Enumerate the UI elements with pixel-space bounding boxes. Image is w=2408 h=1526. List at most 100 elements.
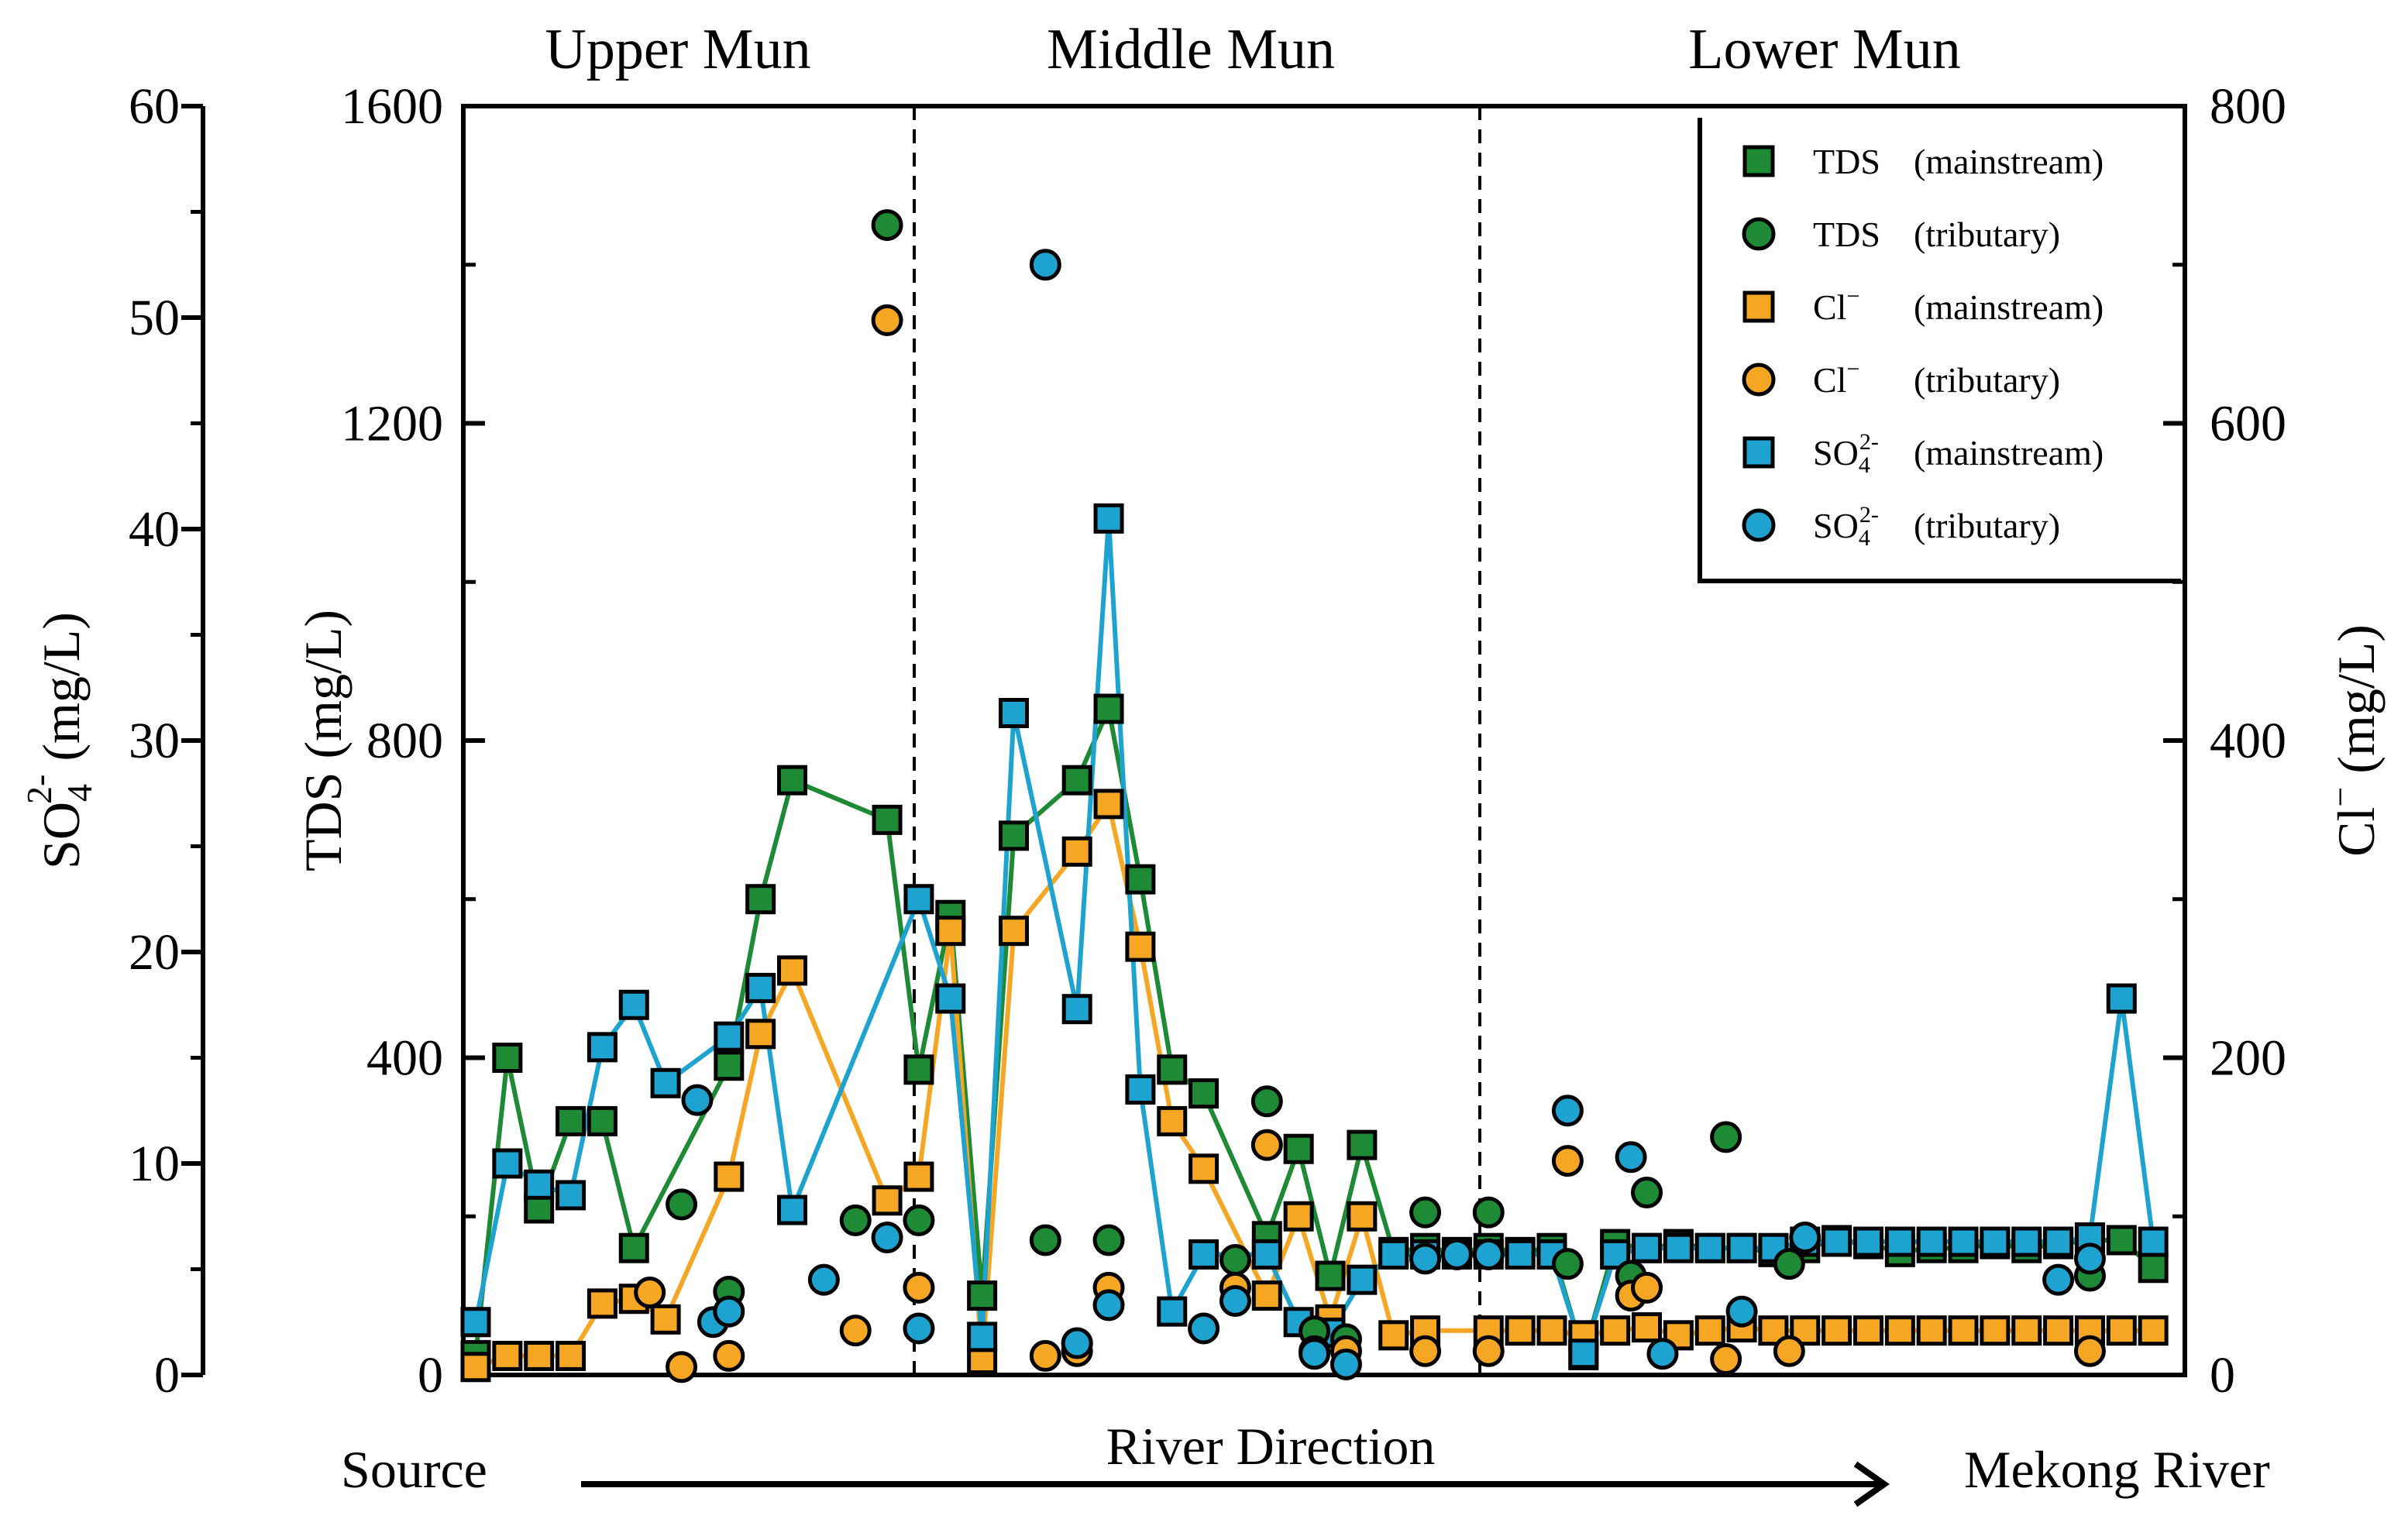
data-point-circle: [1409, 1242, 1442, 1275]
so4-tick-label: 0: [154, 1347, 180, 1404]
so4-ticks: 0 10 20 30 40 50 60: [129, 78, 203, 1404]
data-point-square: [998, 916, 1029, 947]
legend-marker-square: [1742, 290, 1775, 323]
tds-ticks: 0 400 800 1200 1600: [341, 78, 485, 1404]
data-point-square: [935, 916, 966, 947]
data-point-square: [2138, 1315, 2169, 1346]
data-point-square: [2011, 1315, 2042, 1346]
data-point-circle: [1409, 1335, 1442, 1367]
data-point-square: [1157, 1296, 1188, 1327]
data-point-square: [967, 1280, 998, 1311]
data-point-square: [2138, 1226, 2169, 1257]
data-point-square: [524, 1169, 555, 1200]
so4-tick-label: 50: [129, 290, 180, 346]
data-point-square: [714, 1050, 745, 1081]
data-point-circle: [903, 1271, 935, 1304]
data-point-square: [777, 1194, 808, 1225]
data-point-circle: [666, 1188, 698, 1221]
data-point-circle: [871, 209, 903, 242]
data-point-circle: [1472, 1196, 1505, 1229]
data-point-square: [1632, 1312, 1663, 1343]
data-point-circle: [666, 1351, 698, 1383]
data-point-circle: [1092, 1289, 1125, 1322]
data-point-circle: [681, 1084, 714, 1116]
data-point-square: [1283, 1133, 1314, 1164]
data-point-square: [1283, 1201, 1314, 1232]
data-point-square: [1347, 1129, 1378, 1160]
data-point-square: [1189, 1153, 1219, 1184]
region-label-upper: Upper Mun: [545, 18, 810, 81]
so4-tick-label: 40: [129, 501, 180, 558]
data-point-circle: [839, 1315, 872, 1347]
data-point-square: [1884, 1226, 1915, 1257]
data-point-square: [1347, 1201, 1378, 1232]
tds-tick-label: 0: [418, 1347, 443, 1404]
cl-tick-label: 400: [2210, 713, 2286, 769]
legend-marker-square: [1742, 145, 1775, 177]
data-point-square: [1061, 994, 1092, 1025]
data-point-square: [998, 698, 1029, 729]
legend-marker-square: [1742, 436, 1775, 469]
legend-label: SO42- (mainstream): [1813, 429, 2104, 478]
data-point-circle: [2073, 1335, 2106, 1367]
x-end-label: Mekong River: [1964, 1440, 2270, 1499]
data-point-circle: [871, 304, 903, 336]
data-point-square: [1125, 931, 1156, 962]
data-point-square: [1347, 1264, 1378, 1295]
data-point-circle: [1219, 1244, 1251, 1277]
data-point-circle: [1789, 1222, 1821, 1254]
data-point-circle: [807, 1263, 840, 1296]
data-point-square: [1251, 1239, 1282, 1270]
data-point-square: [1663, 1232, 1694, 1263]
data-point-square: [1694, 1315, 1725, 1346]
data-point-circle: [903, 1204, 935, 1236]
data-point-square: [1600, 1315, 1631, 1346]
data-point-circle: [1299, 1338, 1331, 1370]
data-point-square: [1251, 1280, 1282, 1311]
data-point-square: [1758, 1232, 1789, 1263]
data-point-square: [1505, 1315, 1536, 1346]
data-point-square: [460, 1307, 491, 1338]
cl-axis-title: Cl− (mg/L): [2320, 624, 2386, 857]
data-point-square: [714, 1161, 745, 1192]
data-point-square: [1821, 1315, 1852, 1346]
cl-ticks: 0 200 400 600 800: [2163, 78, 2286, 1404]
data-point-square: [872, 804, 903, 835]
data-point-square: [1884, 1315, 1915, 1346]
data-point-circle: [1029, 1224, 1061, 1256]
data-point-square: [745, 884, 776, 915]
data-point-circle: [1472, 1335, 1505, 1367]
data-point-circle: [1029, 1339, 1061, 1372]
data-point-square: [2011, 1226, 2042, 1257]
data-point-square: [650, 1304, 681, 1335]
data-point-circle: [1440, 1238, 1473, 1270]
data-point-square: [1125, 864, 1156, 895]
series-points: [460, 209, 2169, 1383]
data-point-circle: [2042, 1263, 2075, 1296]
data-point-circle: [1646, 1338, 1679, 1370]
legend-marker-circle: [1742, 363, 1776, 397]
data-point-square: [1378, 1320, 1409, 1351]
legend-label: Cl− (tributary): [1813, 356, 2060, 400]
data-point-square: [556, 1340, 587, 1371]
data-point-square: [1790, 1315, 1821, 1346]
data-point-square: [1125, 1074, 1156, 1105]
data-point-square: [714, 1021, 745, 1052]
data-point-square: [1948, 1226, 1979, 1257]
data-point-square: [745, 1019, 776, 1050]
data-point-square: [618, 1232, 649, 1263]
data-point-square: [556, 1180, 587, 1211]
data-point-square: [460, 1352, 491, 1383]
tds-axis-title: TDS (mg/L): [294, 610, 353, 871]
data-point-square: [1852, 1226, 1883, 1257]
data-point-square: [618, 989, 649, 1020]
data-point-circle: [1631, 1271, 1663, 1304]
data-point-circle: [1710, 1121, 1742, 1153]
so4-tick-label: 10: [129, 1136, 180, 1192]
data-point-square: [524, 1340, 555, 1371]
data-point-square: [903, 1161, 934, 1192]
tds-tick-label: 1600: [341, 78, 443, 135]
data-point-circle: [1250, 1129, 1283, 1161]
cl-tick-label: 800: [2210, 78, 2286, 135]
data-point-square: [1568, 1339, 1599, 1370]
